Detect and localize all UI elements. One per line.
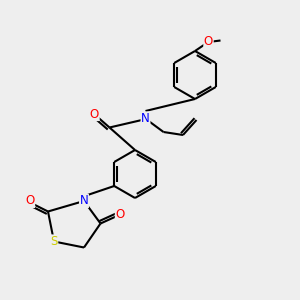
- Text: N: N: [141, 112, 150, 125]
- Text: O: O: [90, 107, 99, 121]
- Text: O: O: [116, 208, 124, 221]
- Text: O: O: [204, 35, 213, 49]
- Text: O: O: [26, 194, 34, 208]
- Text: S: S: [50, 235, 58, 248]
- Text: N: N: [80, 194, 88, 208]
